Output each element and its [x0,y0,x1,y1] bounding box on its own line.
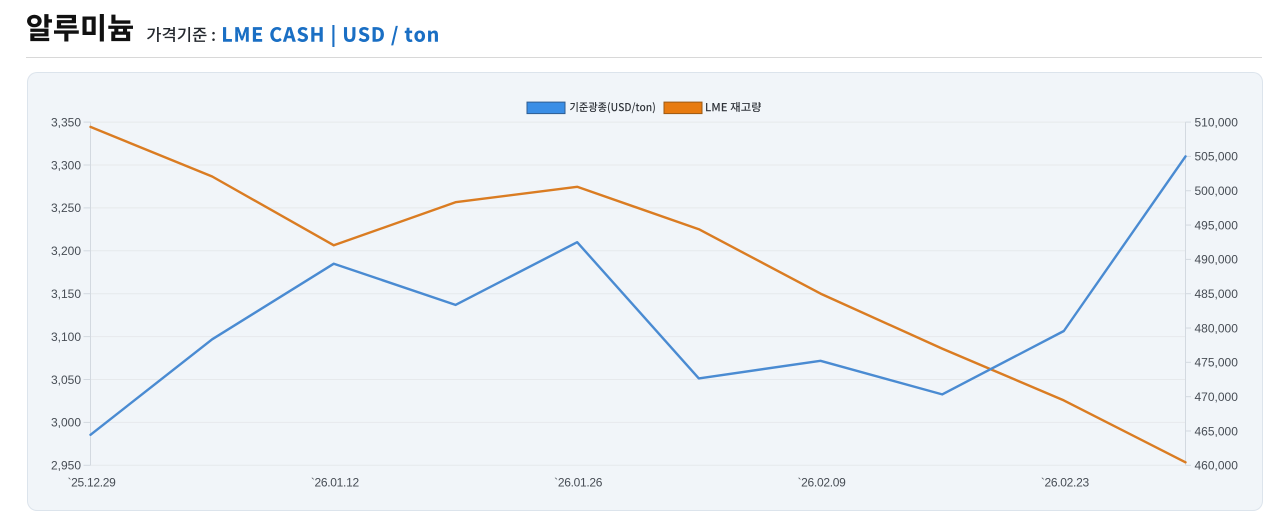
svg-text:3,250: 3,250 [51,201,81,215]
svg-text:495,000: 495,000 [1195,218,1239,232]
svg-text:3,200: 3,200 [51,244,81,258]
svg-text:3,300: 3,300 [51,158,81,172]
svg-text:485,000: 485,000 [1195,287,1239,301]
svg-text:3,050: 3,050 [51,373,81,387]
svg-text:460,000: 460,000 [1195,459,1239,473]
svg-text:`26.02.23: `26.02.23 [1041,475,1090,489]
svg-text:`26.01.12: `26.01.12 [311,475,360,489]
svg-text:`25.12.29: `25.12.29 [67,475,116,489]
svg-text:`26.02.09: `26.02.09 [797,475,846,489]
svg-text:480,000: 480,000 [1195,321,1239,335]
svg-text:500,000: 500,000 [1195,184,1239,198]
svg-text:`26.01.26: `26.01.26 [554,475,603,489]
svg-text:3,000: 3,000 [51,416,81,430]
svg-text:465,000: 465,000 [1195,424,1239,438]
svg-text:2,950: 2,950 [51,459,81,473]
svg-text:505,000: 505,000 [1195,150,1239,164]
svg-text:490,000: 490,000 [1195,253,1239,267]
svg-text:470,000: 470,000 [1195,390,1239,404]
svg-text:3,350: 3,350 [51,115,81,129]
svg-text:475,000: 475,000 [1195,356,1239,370]
svg-text:3,150: 3,150 [51,287,81,301]
svg-text:510,000: 510,000 [1195,115,1239,129]
svg-text:3,100: 3,100 [51,330,81,344]
